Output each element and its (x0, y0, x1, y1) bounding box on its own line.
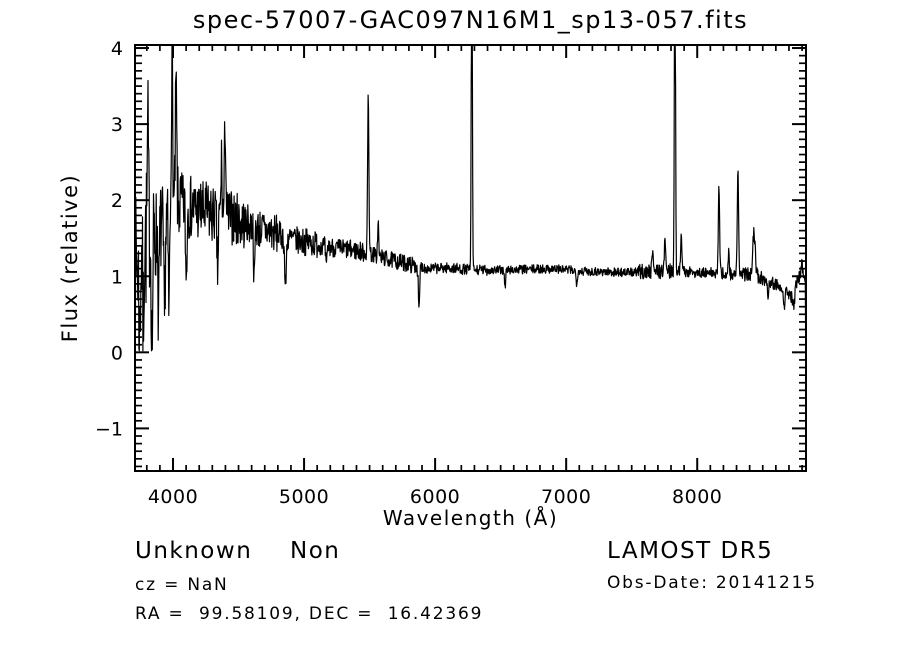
obs-date: Obs-Date: 20141215 (607, 573, 817, 593)
class-label: Unknown (135, 538, 253, 564)
x-tick-label: 7000 (541, 486, 591, 508)
y-tick-label: 4 (111, 38, 123, 60)
y-axis-label: Flux (relative) (58, 173, 82, 343)
ra-dec-value: RA = 99.58109, DEC = 16.42369 (135, 604, 484, 624)
survey-label: LAMOST DR5 (607, 538, 774, 564)
y-tick-label: 3 (111, 114, 123, 136)
y-tick-label: 2 (111, 190, 123, 212)
y-tick-label: −1 (95, 418, 123, 440)
plot-title: spec-57007-GAC097N16M1_sp13-057.fits (192, 6, 749, 34)
x-tick-label: 5000 (279, 486, 329, 508)
x-tick-label: 4000 (148, 486, 198, 508)
x-axis-label: Wavelength (Å) (382, 506, 559, 530)
cz-value: cz = NaN (135, 575, 229, 595)
y-tick-label: 0 (111, 342, 123, 364)
plot-box (134, 44, 807, 472)
spectrum-line (134, 44, 807, 352)
x-tick-label: 8000 (672, 486, 722, 508)
subclass-label: Non (290, 538, 341, 564)
x-tick-label: 6000 (410, 486, 460, 508)
y-tick-label: 1 (111, 266, 123, 288)
